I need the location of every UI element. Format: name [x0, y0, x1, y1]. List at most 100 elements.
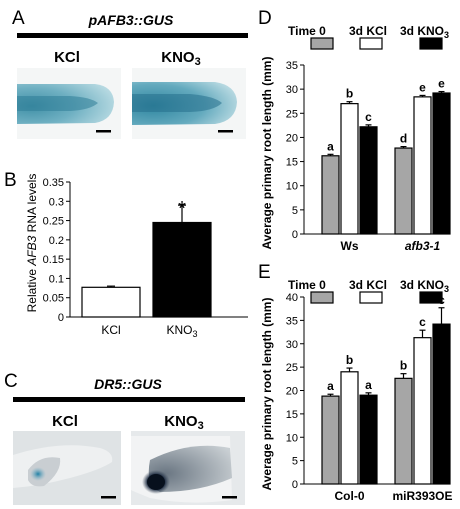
panel-a: A pAFB3::GUS KCl KNO3 — [12, 8, 248, 139]
panel-d-letter: D — [258, 8, 272, 29]
legend-swatch — [419, 37, 443, 50]
significance-letter: c — [438, 293, 445, 307]
legend-swatch — [310, 37, 334, 50]
panel-c-title-bar — [13, 397, 245, 402]
significance-letter: b — [346, 353, 353, 367]
significance-letter: c — [419, 315, 426, 329]
y-tick-label: 0.3 — [49, 196, 64, 208]
bar — [413, 337, 432, 485]
legend-label: Time 0 — [288, 24, 326, 38]
panel-c-micrograph-kcl — [13, 431, 121, 505]
significance-letter: a — [327, 139, 334, 153]
bar-chart-afb3: 0 0.05 0.1 0.15 0.2 0.25 0.3 0.35 KCl KNO3 — [43, 177, 248, 339]
panel-a-title: pAFB3::GUS — [88, 12, 174, 28]
y-tick-label: 25 — [286, 362, 298, 374]
y-tick-label: 15 — [286, 157, 298, 169]
significance-letter: c — [365, 110, 372, 124]
x-tick-label: KCl — [101, 323, 120, 337]
legend-swatch — [359, 37, 383, 50]
legend-label: Time 0 — [288, 278, 326, 292]
bar — [359, 394, 378, 485]
panel-b-ylabel: Relative AFB3 RNA levels — [25, 174, 39, 313]
y-tick-label: 15 — [286, 409, 298, 421]
y-tick-label: 0 — [58, 312, 64, 324]
y-tick-label: 5 — [292, 205, 298, 217]
y-tick-label: 0 — [292, 229, 298, 241]
scale-bar — [218, 130, 233, 133]
legend-swatch — [419, 291, 443, 304]
panel-a-micrograph-kno3 — [132, 68, 246, 139]
bar — [321, 155, 340, 235]
x-tick-label: KNO3 — [166, 323, 197, 339]
y-tick-label: 30 — [286, 339, 298, 351]
legend-label: 3d KCl — [349, 278, 387, 292]
y-tick-label: 0.15 — [43, 254, 64, 266]
y-tick-label: 10 — [286, 181, 298, 193]
bar — [321, 395, 340, 485]
panel-e-letter: E — [258, 262, 271, 283]
y-tick-label: 0 — [292, 479, 298, 491]
scale-bar — [101, 496, 116, 499]
panel-a-letter: A — [12, 8, 25, 29]
x-tick-label: Ws — [341, 239, 359, 253]
y-tick-label: 35 — [286, 315, 298, 327]
legend-label: 3d KCl — [349, 24, 387, 38]
significance-letter: e — [419, 80, 426, 94]
bar — [432, 323, 451, 485]
significance-letter: b — [346, 87, 353, 101]
y-tick-label: 20 — [286, 132, 298, 144]
significance-asterisk: * — [178, 198, 186, 220]
bar — [152, 221, 212, 318]
significance-letter: e — [438, 77, 445, 91]
panel-b-letter: B — [4, 170, 17, 191]
panel-b: B Relative AFB3 RNA levels 0 0.05 0.1 0.15 0… — [4, 170, 248, 339]
bar — [359, 126, 378, 235]
y-tick-label: 35 — [286, 60, 298, 72]
panel-c-letter: C — [4, 371, 18, 392]
panel-c-micrograph-kno3 — [131, 431, 245, 505]
legend-swatch — [359, 291, 383, 304]
y-tick-label: 30 — [286, 84, 298, 96]
x-tick-label: afb3-1 — [405, 239, 441, 253]
bar — [394, 147, 413, 235]
bar — [340, 371, 359, 485]
panel-c-label-kcl: KCl — [52, 413, 78, 430]
significance-letter: a — [327, 379, 334, 393]
y-tick-label: 0.1 — [49, 273, 64, 285]
bar — [81, 286, 141, 318]
panel-e-legend: Time 0 3d KCl 3d KNO3 — [288, 278, 449, 304]
x-tick-label: Col-0 — [335, 489, 365, 503]
y-tick-label: 10 — [286, 432, 298, 444]
panel-c-label-kno3: KNO3 — [164, 413, 203, 432]
bar — [432, 92, 451, 235]
significance-letter: d — [400, 132, 407, 146]
y-tick-label: 25 — [286, 108, 298, 120]
panel-c-title: DR5::GUS — [94, 376, 162, 392]
bar — [394, 377, 413, 485]
y-tick-label: 0.35 — [43, 177, 64, 189]
panel-a-micrograph-kcl — [17, 68, 121, 139]
y-tick-label: 40 — [286, 292, 298, 304]
panel-d-ylabel: Average primary root length (mm) — [260, 57, 274, 250]
panel-d: D Time 0 3d KCl 3d KNO3 Average primary ro… — [258, 8, 451, 253]
panel-a-label-kcl: KCl — [54, 49, 80, 66]
legend-label: 3d KNO3 — [400, 24, 449, 40]
panel-c: C DR5::GUS KCl KNO3 — [4, 371, 245, 505]
y-tick-label: 0.2 — [49, 235, 64, 247]
significance-letter: b — [400, 359, 407, 373]
x-tick-label: miR393OE — [392, 489, 452, 503]
panel-e: E Time 0 3d KCl 3d KNO3 Average primary ro… — [258, 262, 453, 503]
panel-a-title-bar — [17, 33, 248, 38]
panel-d-legend: Time 0 3d KCl 3d KNO3 — [288, 24, 449, 50]
y-tick-label: 0.05 — [43, 293, 64, 305]
significance-letter: a — [365, 378, 372, 392]
y-tick-label: 5 — [292, 456, 298, 468]
scale-bar — [222, 496, 237, 499]
panel-e-ylabel: Average primary root length (mm) — [260, 298, 274, 491]
panel-a-label-kno3: KNO3 — [161, 49, 200, 68]
bar — [340, 103, 359, 235]
scale-bar — [96, 130, 111, 133]
bar — [413, 96, 432, 235]
